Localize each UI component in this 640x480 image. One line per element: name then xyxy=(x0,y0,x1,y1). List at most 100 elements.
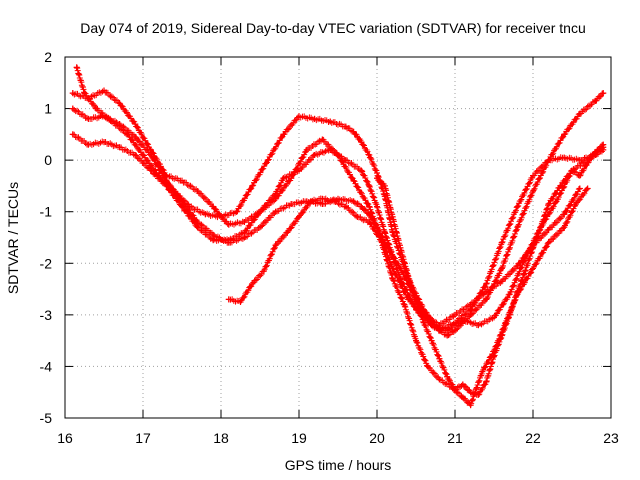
data-point xyxy=(132,151,139,158)
data-point xyxy=(545,200,552,207)
data-point xyxy=(444,373,451,380)
data-point xyxy=(530,244,536,251)
data-series xyxy=(69,64,607,409)
data-point xyxy=(545,239,552,246)
data-point xyxy=(444,332,451,339)
data-point xyxy=(93,105,100,112)
data-point xyxy=(264,157,271,164)
data-point xyxy=(202,211,209,218)
data-point xyxy=(342,203,349,210)
y-tick-label: 1 xyxy=(44,101,52,117)
data-point xyxy=(475,322,482,329)
x-tick-label: 17 xyxy=(135,430,151,446)
data-point xyxy=(358,139,365,146)
data-point xyxy=(296,113,302,120)
data-point xyxy=(147,151,154,158)
data-point xyxy=(116,144,123,151)
data-point xyxy=(452,311,458,318)
data-point xyxy=(397,244,404,251)
data-point xyxy=(530,188,536,195)
x-tick-label: 22 xyxy=(525,430,541,446)
data-point xyxy=(85,141,92,148)
data-point xyxy=(354,213,361,220)
x-tick-label: 18 xyxy=(213,430,229,446)
data-point xyxy=(81,90,88,97)
data-point xyxy=(101,139,107,146)
data-point xyxy=(436,355,443,362)
data-point xyxy=(257,224,263,231)
data-point xyxy=(233,208,240,215)
data-point xyxy=(374,203,380,210)
data-point xyxy=(498,265,505,272)
data-point xyxy=(179,177,185,184)
x-tick-label: 19 xyxy=(291,430,307,446)
data-point xyxy=(108,118,115,125)
chart-title: Day 074 of 2019, Sidereal Day-to-day VTE… xyxy=(80,20,586,36)
data-point xyxy=(381,182,388,189)
data-point xyxy=(69,90,76,97)
data-point xyxy=(389,213,396,220)
x-tick-label: 20 xyxy=(369,430,385,446)
data-point xyxy=(498,332,505,339)
data-point xyxy=(350,177,357,184)
data-point xyxy=(467,389,474,396)
data-point xyxy=(366,203,373,210)
data-point xyxy=(342,123,349,130)
data-point xyxy=(101,87,107,94)
data-point xyxy=(576,172,583,179)
data-point xyxy=(506,291,513,298)
data-point xyxy=(350,128,357,135)
data-point xyxy=(225,237,232,244)
data-point xyxy=(284,229,291,236)
data-point xyxy=(483,296,490,303)
data-point xyxy=(132,133,139,140)
data-point xyxy=(272,195,279,202)
data-point xyxy=(366,182,373,189)
data-point xyxy=(506,311,513,318)
data-point xyxy=(241,219,248,226)
y-tick-label: -3 xyxy=(40,307,53,323)
data-point xyxy=(498,239,505,246)
data-point xyxy=(467,311,474,318)
data-point xyxy=(194,224,201,231)
data-point xyxy=(366,151,373,158)
data-point xyxy=(557,182,564,189)
data-point xyxy=(491,314,497,321)
data-point xyxy=(545,157,552,164)
y-tick-label: -1 xyxy=(40,204,53,220)
data-point xyxy=(241,229,248,236)
data-point xyxy=(237,298,244,305)
data-point xyxy=(210,203,217,210)
data-point xyxy=(452,327,458,334)
data-point xyxy=(459,381,466,388)
data-point xyxy=(85,115,92,122)
data-point xyxy=(249,182,256,189)
data-point xyxy=(428,337,435,344)
data-point xyxy=(572,200,579,207)
data-point xyxy=(514,262,521,269)
data-point xyxy=(584,159,591,166)
data-point xyxy=(491,353,497,360)
data-point xyxy=(350,198,357,205)
y-tick-label: 0 xyxy=(44,152,52,168)
data-point xyxy=(444,327,451,334)
data-point xyxy=(280,175,287,182)
data-point xyxy=(140,151,146,158)
data-point xyxy=(600,90,607,97)
data-point xyxy=(576,157,583,164)
data-point xyxy=(537,224,544,231)
data-point xyxy=(73,64,80,71)
data-point xyxy=(459,394,466,401)
data-point xyxy=(311,151,318,158)
series-track-5 xyxy=(225,185,591,409)
data-point xyxy=(561,154,568,161)
data-point xyxy=(389,275,396,282)
data-point xyxy=(436,322,443,329)
data-point xyxy=(303,146,310,153)
data-point xyxy=(479,368,486,375)
data-point xyxy=(186,203,193,210)
data-point xyxy=(405,296,412,303)
x-tick-label: 16 xyxy=(57,430,73,446)
data-point xyxy=(514,288,521,295)
data-point xyxy=(569,167,575,174)
